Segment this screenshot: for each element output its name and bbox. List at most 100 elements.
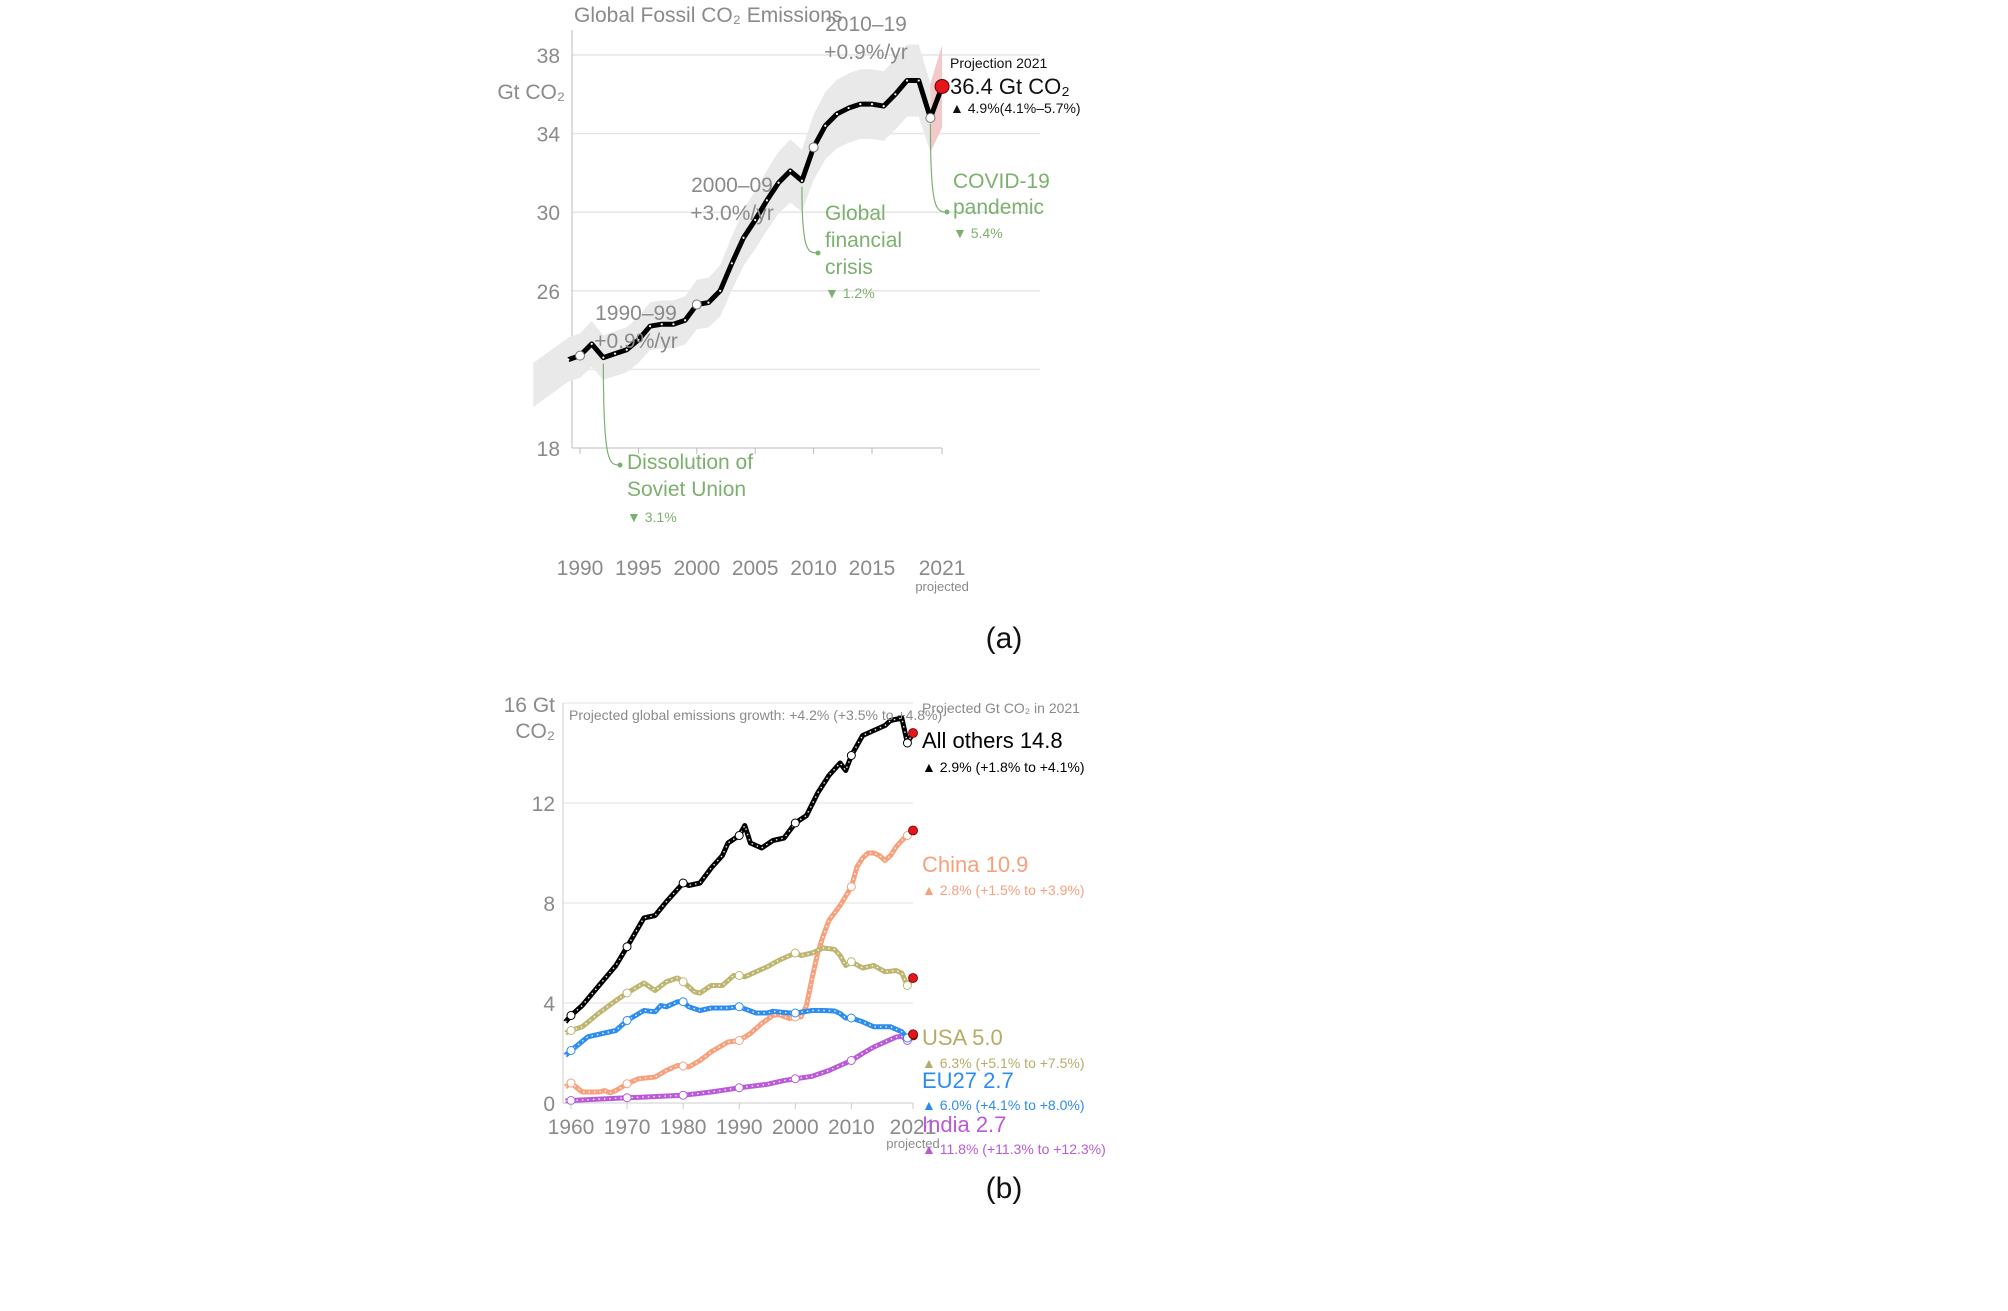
period-rate: +3.0%/yr: [690, 202, 773, 225]
decade-marker: [678, 997, 688, 1007]
growth-note: Projected global emissions growth: +4.2%…: [569, 707, 942, 723]
event-change: ▼ 3.1%: [627, 509, 677, 525]
event-label: crisis: [825, 256, 873, 279]
projection-heading: Projection 2021: [950, 55, 1048, 71]
projection-point: [934, 78, 950, 94]
x-tick-label: 1990: [557, 557, 604, 580]
decade-marker: [622, 1079, 632, 1089]
decade-marker: [902, 738, 912, 748]
series-line: [565, 1033, 915, 1104]
period-rate: +0.9%/yr: [824, 41, 907, 64]
series-change: ▲ 11.8% (+11.3% to +12.3%): [922, 1141, 1106, 1157]
x-tick-label: 2000: [772, 1116, 819, 1139]
event-label: Soviet Union: [627, 478, 746, 501]
event-connector: [602, 363, 621, 466]
x-tick-label: 1980: [660, 1116, 707, 1139]
y-tick-label: 8: [543, 893, 555, 916]
y-axis-label: CO₂: [515, 720, 555, 743]
decade-marker: [846, 1056, 856, 1065]
panel-a-caption: (a): [986, 622, 1023, 655]
decade-marker: [566, 1026, 576, 1035]
event-connector: [801, 186, 819, 254]
year-point: [917, 79, 920, 82]
x-tick-label: 2010: [828, 1116, 875, 1139]
series-label: All others 14.8: [922, 728, 1063, 753]
x-tick-label: 2010: [790, 557, 837, 580]
year-point: [625, 348, 628, 351]
year-point: [905, 79, 909, 82]
year-point: [684, 319, 687, 322]
series-line: [563, 715, 916, 1024]
x-tick-label: 2005: [732, 557, 779, 580]
decade-marker: [566, 1078, 576, 1088]
decade-marker: [790, 1008, 800, 1018]
year-point: [648, 325, 652, 328]
x-tick-label: 2000: [673, 557, 720, 580]
year-point: [765, 199, 768, 202]
event-connector: [929, 123, 948, 213]
legend-heading: Projected Gt CO₂ in 2021: [922, 700, 1080, 716]
y-axis-label: 16 Gt: [504, 694, 556, 717]
decade-marker: [622, 1093, 632, 1103]
year-point: [824, 124, 827, 127]
projection-change: ▲ 4.9%(4.1%–5.7%): [950, 100, 1081, 116]
decade-marker: [566, 1011, 576, 1020]
series-label: India 2.7: [922, 1112, 1006, 1137]
event-label: pandemic: [953, 196, 1044, 219]
year-point: [882, 104, 885, 108]
event-label: COVID-19: [953, 170, 1050, 193]
year-point: [835, 112, 839, 116]
decade-marker: [678, 878, 688, 888]
axis-ticks: 0 4 8 12 1960 1970 1980 1990 2000 2010 2021project…: [532, 793, 940, 1151]
decade-marker: [734, 1083, 744, 1093]
event-dot: [944, 209, 950, 215]
year-point: [789, 169, 792, 173]
year-point: [754, 218, 757, 222]
decade-marker: [734, 831, 744, 840]
year-point: [870, 103, 874, 106]
event-label: financial: [825, 229, 902, 252]
decade-marker: [734, 971, 744, 980]
decade-marker: [734, 1036, 744, 1045]
year-point: [707, 301, 710, 304]
event-connectors: [602, 123, 950, 468]
series-label: USA 5.0: [922, 1025, 1003, 1050]
axis-ticks: 18 26 30 34 38 1990 1995 2000 2005 2010 2015 2021pr…: [537, 45, 969, 594]
year-point: [859, 103, 862, 106]
series-line-dots: [564, 1001, 914, 1057]
panel-b-regional-emissions-chart: 0 4 8 12 1960 1970 1980 1990 2000 2010 2021project…: [504, 694, 1106, 1157]
period-label: 2000–09: [691, 174, 773, 197]
y-tick-label: 30: [537, 202, 560, 225]
y-tick-label: 26: [537, 281, 560, 304]
series-all-others: [563, 715, 918, 1024]
series-change: ▲ 6.3% (+5.1% to +7.5%): [922, 1055, 1085, 1071]
series-change: ▲ 6.0% (+4.1% to +8.0%): [922, 1097, 1085, 1113]
uncertainty-band-area: [533, 44, 931, 408]
year-point: [637, 338, 640, 342]
y-tick-label: 0: [543, 1093, 555, 1116]
series-label: EU27 2.7: [922, 1068, 1014, 1093]
year-point: [613, 352, 617, 355]
chart-title: Global Fossil CO₂ Emissions: [574, 4, 842, 27]
x-tick-note: projected: [886, 1136, 939, 1151]
decade-marker: [925, 112, 936, 123]
year-point: [847, 106, 850, 110]
decade-marker: [790, 948, 800, 958]
y-tick-label: 4: [543, 993, 555, 1016]
event-change: ▼ 1.2%: [825, 285, 875, 301]
decade-marker: [691, 299, 702, 310]
event-dot: [815, 250, 821, 256]
y-tick-label: 18: [537, 438, 560, 461]
decade-marker: [846, 751, 856, 760]
decade-marker: [575, 350, 585, 361]
projection-point: [908, 728, 918, 738]
x-tick-label: 2015: [849, 557, 896, 580]
series-china: [563, 825, 918, 1096]
x-tick-label: 1990: [716, 1116, 763, 1139]
decade-marker: [808, 142, 819, 153]
year-point: [800, 179, 804, 182]
projection-point: [908, 973, 918, 983]
series-change: ▲ 2.8% (+1.5% to +3.9%): [922, 882, 1085, 898]
series-usa: [564, 945, 918, 1036]
panel-a-global-emissions-chart: 18 26 30 34 38 1990 1995 2000 2005 2010 2015 2021pr…: [497, 4, 1080, 594]
